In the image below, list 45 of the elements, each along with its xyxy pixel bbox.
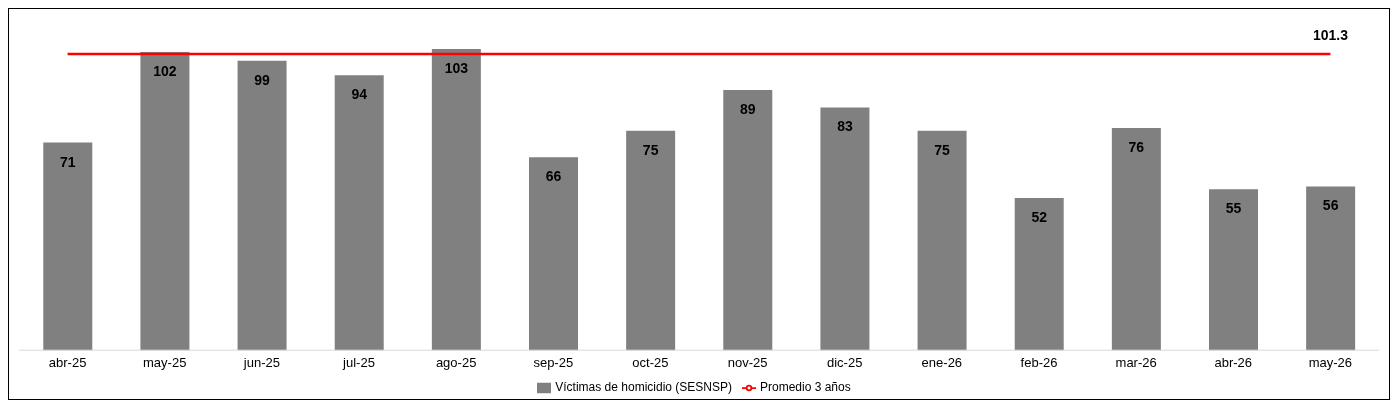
- data-label: 76: [1128, 138, 1145, 155]
- data-label: 83: [837, 118, 853, 135]
- x-tick-label: abr-25: [48, 355, 87, 371]
- x-tick-label: ago-25: [435, 355, 477, 371]
- x-tick-label: may-26: [1308, 355, 1353, 371]
- data-label: 75: [642, 141, 659, 158]
- data-label: 56: [1322, 197, 1339, 214]
- data-label: 66: [545, 168, 562, 185]
- data-label: 71: [60, 153, 76, 170]
- x-tick-label: mar-26: [1115, 355, 1157, 371]
- x-tick-label: sep-25: [533, 355, 574, 371]
- x-tick-label: feb-26: [1020, 355, 1058, 371]
- bar: [1306, 186, 1356, 351]
- bar: [431, 49, 481, 351]
- bar: [334, 75, 384, 351]
- bar: [1111, 127, 1161, 351]
- bar: [140, 51, 190, 351]
- x-tick-label: may-25: [143, 355, 187, 371]
- legend-label: Víctimas de homicidio (SESNSP): [555, 380, 732, 395]
- x-tick-label: dic-25: [827, 355, 863, 371]
- x-tick-label: jun-25: [242, 355, 280, 371]
- data-label: 75: [934, 141, 951, 158]
- data-label: 89: [740, 100, 756, 117]
- bar: [626, 130, 676, 351]
- bar: [723, 89, 773, 351]
- bar: [529, 157, 578, 351]
- bar: [820, 107, 870, 351]
- data-label: 55: [1225, 200, 1242, 217]
- legend-label: Promedio 3 años: [760, 380, 851, 395]
- data-label: 102: [153, 62, 177, 79]
- data-label: 99: [254, 71, 271, 88]
- bar: [237, 60, 287, 351]
- bar: [917, 130, 967, 351]
- data-label: 94: [351, 86, 368, 103]
- x-tick-label: jul-25: [342, 355, 375, 371]
- data-label: 103: [444, 59, 469, 76]
- x-tick-label: oct-25: [632, 355, 669, 371]
- bar: [43, 142, 93, 351]
- x-tick-label: abr-26: [1214, 355, 1253, 371]
- bar: [1209, 189, 1258, 351]
- bar: [1014, 198, 1064, 351]
- data-label: 52: [1031, 209, 1048, 226]
- x-tick-label: ene-26: [921, 355, 963, 371]
- data-label: 101.3: [1312, 26, 1349, 43]
- x-tick-label: nov-25: [727, 355, 768, 371]
